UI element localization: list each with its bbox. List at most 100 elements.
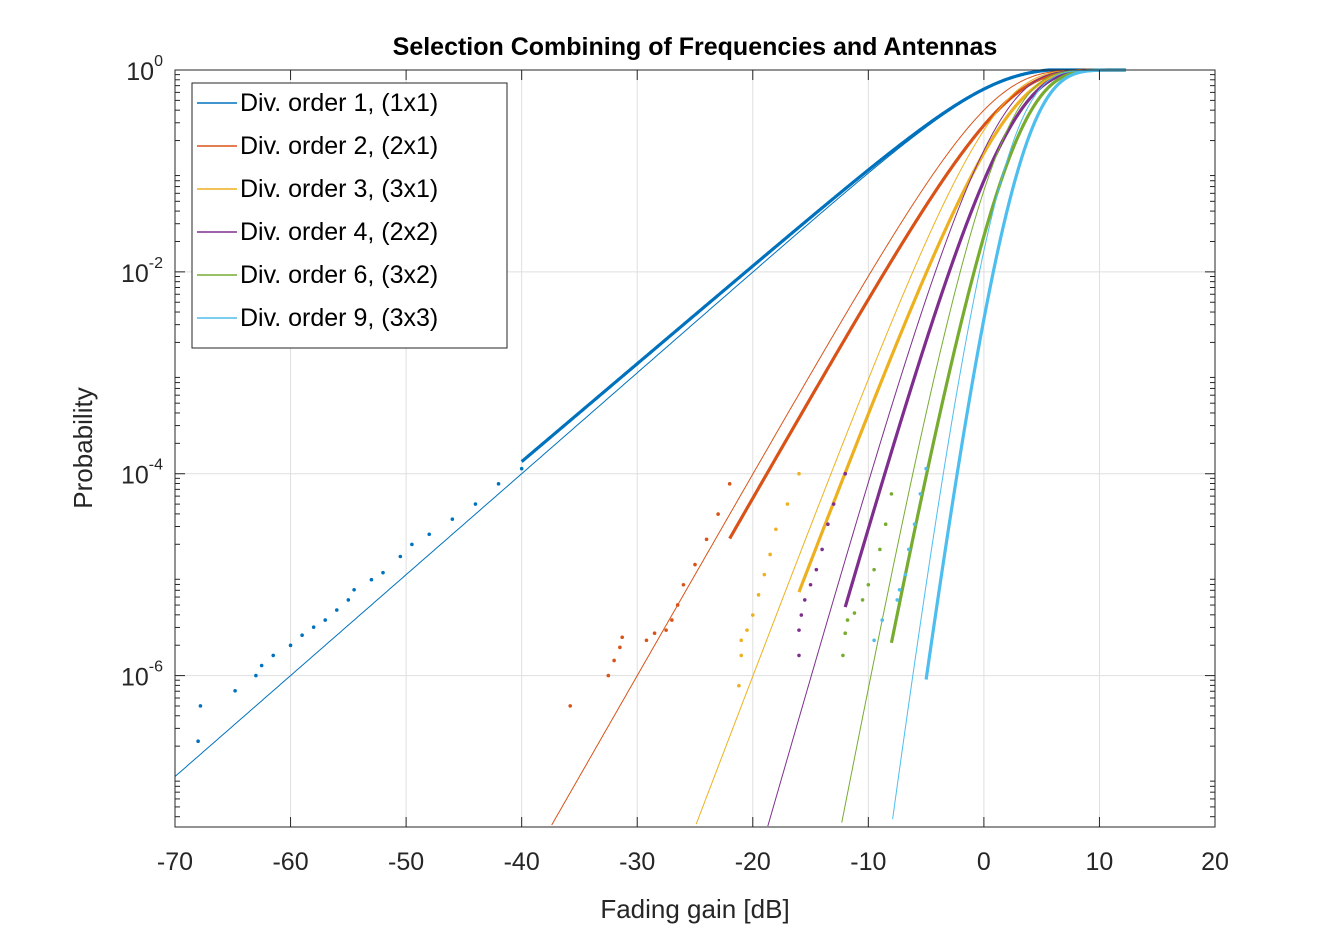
- simulated-point: [843, 471, 848, 476]
- simulated-point: [427, 532, 432, 537]
- series-layer: [174, 68, 1127, 827]
- simulated-point: [681, 582, 686, 587]
- y-tick-exponent: -6: [149, 659, 163, 676]
- simulated-point: [519, 466, 524, 471]
- y-tick-label: 10-2: [121, 255, 163, 288]
- simulated-point: [808, 582, 813, 587]
- simulated-point: [852, 611, 857, 615]
- legend-label: Div. order 9, (3x3): [240, 304, 438, 332]
- theory-line: [695, 69, 1125, 825]
- y-axis-label: Probability: [68, 387, 98, 508]
- simulated-point: [381, 570, 385, 575]
- simulated-point: [410, 542, 414, 547]
- simulated-point: [820, 547, 824, 552]
- simulated-point: [568, 704, 572, 708]
- theory-line: [767, 69, 1125, 827]
- x-tick-label: -50: [388, 848, 424, 876]
- simulated-point: [883, 522, 888, 526]
- simulated-point: [300, 633, 304, 638]
- simulated-point: [670, 618, 674, 622]
- simulated-point: [756, 593, 761, 597]
- legend-label: Div. order 4, (2x2): [240, 218, 438, 246]
- simulated-point: [727, 482, 732, 486]
- x-tick-label: -10: [850, 848, 886, 876]
- simulated-point: [450, 517, 455, 521]
- simulated-point: [814, 567, 819, 572]
- simulated-point: [675, 603, 680, 607]
- simulated-point: [889, 492, 894, 496]
- legend-label: Div. order 6, (3x2): [240, 261, 438, 289]
- simulated-point: [288, 643, 293, 648]
- simulated-point: [346, 598, 351, 602]
- simulated-point: [652, 631, 657, 636]
- simulated-point: [845, 618, 850, 622]
- simulated-point: [802, 598, 807, 602]
- simulated-point: [826, 522, 830, 526]
- legend-box: [191, 82, 508, 349]
- simulated-point: [737, 683, 741, 688]
- legend: Div. order 1, (1x1) Div. order 2, (2x1) Di…: [191, 82, 508, 349]
- simulated-point: [398, 554, 403, 559]
- simulated-point: [196, 739, 200, 744]
- simulated-point: [311, 625, 316, 629]
- simulated-point: [878, 547, 882, 552]
- y-tick-label: 10-4: [121, 457, 163, 490]
- simulated-point: [352, 588, 356, 592]
- simulated-point: [334, 608, 339, 612]
- simulated-point: [323, 618, 328, 622]
- simulated-point: [762, 572, 767, 577]
- simulated-point: [750, 613, 755, 617]
- x-tick-label: -30: [619, 848, 655, 876]
- simulated-point: [496, 482, 501, 486]
- simulated-point: [797, 471, 801, 476]
- simulated-point: [664, 628, 668, 632]
- x-tick-label: 10: [1086, 848, 1114, 876]
- simulated-point: [924, 466, 928, 471]
- simulated-point: [880, 618, 884, 622]
- simulated-point: [473, 502, 478, 506]
- simulated-point: [918, 492, 923, 496]
- x-tick-label: 0: [977, 848, 991, 876]
- simulated-point: [612, 658, 616, 663]
- simulated-point: [618, 645, 622, 650]
- simulated-point: [872, 638, 876, 643]
- simulated-point: [739, 653, 744, 658]
- simulated-point: [259, 663, 264, 668]
- simulated-point: [797, 628, 801, 632]
- legend-label: Div. order 2, (2x1): [240, 132, 438, 160]
- plot-frame: [174, 69, 1216, 828]
- simulated-point: [768, 552, 772, 557]
- simulated-point: [895, 598, 900, 602]
- x-axis-label: Fading gain [dB]: [600, 894, 789, 924]
- legend-label: Div. order 1, (1x1): [240, 89, 438, 117]
- simulated-point: [843, 631, 848, 636]
- simulated-point: [799, 613, 804, 617]
- y-tick-base: 10: [121, 664, 149, 692]
- simulated-point: [745, 628, 749, 632]
- simulated-point: [739, 638, 744, 643]
- series-1: [174, 68, 1125, 777]
- simulated-point: [785, 502, 790, 506]
- simulated-line: [520, 68, 1125, 463]
- y-tick-exponent: 0: [154, 53, 163, 70]
- x-tick-label: -20: [735, 848, 771, 876]
- legend-label: Div. order 3, (3x1): [240, 175, 438, 203]
- simulated-point: [620, 635, 624, 640]
- simulated-point: [644, 638, 649, 643]
- simulated-point: [897, 588, 902, 592]
- simulated-point: [903, 572, 908, 577]
- x-tick-label: -60: [272, 848, 308, 876]
- y-tick-label: 10-6: [121, 659, 163, 692]
- simulated-point: [198, 704, 203, 708]
- y-tick-base: 10: [121, 462, 149, 490]
- y-tick-exponent: -2: [149, 255, 163, 272]
- simulated-point: [860, 598, 865, 602]
- chart-title: Selection Combining of Frequencies and A…: [393, 33, 998, 61]
- simulated-point: [841, 653, 845, 658]
- y-tick-base: 10: [121, 260, 149, 288]
- theory-line: [551, 69, 1125, 826]
- y-tick-base: 10: [126, 58, 154, 86]
- simulated-point: [369, 577, 374, 582]
- simulated-point: [872, 567, 876, 572]
